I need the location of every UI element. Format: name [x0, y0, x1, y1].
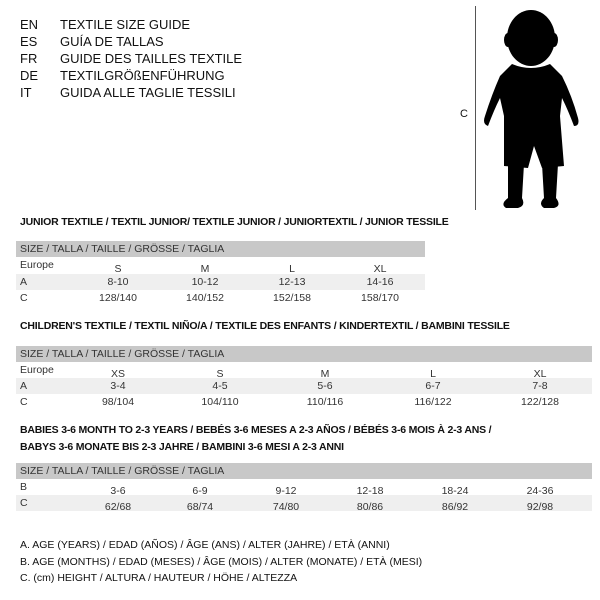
lang-title: TEXTILGRÖßENFÜHRUNG [60, 68, 225, 83]
table-cell: 24-36 [526, 485, 554, 497]
table-cell: 10-12 [191, 276, 219, 288]
table-cell: 3-4 [110, 380, 126, 392]
title-it: IT GUIDA ALLE TAGLIE TESSILI [20, 84, 236, 101]
title-es: ES GUÍA DE TALLAS [20, 33, 164, 50]
table-cell: 80/86 [356, 501, 384, 513]
lang-code: IT [20, 85, 32, 100]
table-cell: S [114, 263, 122, 275]
title-en: EN TEXTILE SIZE GUIDE [20, 16, 190, 33]
table-cell: M [200, 263, 210, 275]
babies-table-title-line2: BABYS 3-6 MONATE BIS 2-3 JAHRE / BAMBINI… [20, 441, 344, 453]
table-cell: XS [110, 368, 126, 380]
lang-code: EN [20, 17, 39, 32]
table-cell: L [289, 263, 295, 275]
table-cell: L [430, 368, 436, 380]
legend-b: B. AGE (MONTHS) / EDAD (MESES) / ÂGE (MO… [20, 556, 423, 568]
table-cell: 140/152 [186, 292, 224, 304]
table-cell: 92/98 [526, 501, 554, 513]
table-cell: 12-18 [356, 485, 384, 497]
row-label: Europe [20, 259, 54, 271]
table-row: C 98/104 104/110 110/116 116/122 122/128 [16, 394, 592, 410]
table-cell: 6-7 [425, 380, 441, 392]
table-cell: 152/158 [273, 292, 311, 304]
table-cell: 4-5 [212, 380, 228, 392]
table-cell: 9-12 [275, 485, 297, 497]
legend-c: C. (cm) HEIGHT / ALTURA / HAUTEUR / HÖHE… [20, 572, 298, 584]
row-label: Europe [20, 364, 54, 376]
height-line [475, 6, 476, 210]
row-label: C [20, 396, 28, 408]
table-row: Europe S M L XL [16, 257, 425, 275]
table-cell: S [216, 368, 224, 380]
table-cell: 18-24 [441, 485, 469, 497]
size-header-bar: SIZE / TALLA / TAILLE / GRÖSSE / TAGLIA [16, 241, 425, 257]
junior-table-title: JUNIOR TEXTILE / TEXTIL JUNIOR/ TEXTILE … [20, 216, 449, 228]
table-cell: 7-8 [532, 380, 548, 392]
table-cell: 5-6 [317, 380, 333, 392]
table-cell: 68/74 [186, 501, 214, 513]
table-cell: 116/122 [414, 396, 452, 408]
child-silhouette-icon [484, 10, 579, 208]
title-de: DE TEXTILGRÖßENFÜHRUNG [20, 67, 225, 84]
table-cell: 62/68 [104, 501, 132, 513]
table-cell: M [320, 368, 330, 380]
title-fr: FR GUIDE DES TAILLES TEXTILE [20, 50, 242, 67]
table-cell: 86/92 [441, 501, 469, 513]
table-cell: 74/80 [272, 501, 300, 513]
lang-code: FR [20, 51, 38, 66]
table-cell: XL [533, 368, 547, 380]
table-row: A 3-4 4-5 5-6 6-7 7-8 [16, 378, 592, 394]
babies-table-title: BABIES 3-6 MONTH TO 2-3 YEARS / BEBÉS 3-… [20, 424, 492, 436]
table-cell: 122/128 [521, 396, 559, 408]
table-cell: 3-6 [110, 485, 126, 497]
row-label: B [20, 481, 28, 493]
table-row: C 128/140 140/152 152/158 158/170 [16, 290, 425, 306]
lang-title: TEXTILE SIZE GUIDE [60, 17, 191, 32]
table-cell: 110/116 [306, 396, 344, 408]
table-cell: 6-9 [192, 485, 208, 497]
legend-a: A. AGE (YEARS) / EDAD (AÑOS) / ÂGE (ANS)… [20, 539, 390, 551]
table-row: C 62/68 68/74 74/80 80/86 86/92 92/98 [16, 495, 592, 513]
children-table-title: CHILDREN'S TEXTILE / TEXTIL NIÑO/A / TEX… [20, 320, 510, 332]
lang-code: DE [20, 68, 39, 83]
row-label: C [20, 497, 28, 509]
table-cell: XL [373, 263, 387, 275]
size-header-bar: SIZE / TALLA / TAILLE / GRÖSSE / TAGLIA [16, 463, 592, 479]
table-cell: 12-13 [278, 276, 306, 288]
lang-title: GUIDA ALLE TAGLIE TESSILI [60, 85, 236, 100]
row-label: A [20, 276, 28, 288]
height-label: C [460, 108, 468, 120]
table-cell: 98/104 [101, 396, 135, 408]
lang-title: GUÍA DE TALLAS [60, 34, 164, 49]
table-row: Europe XS S M L XL [16, 362, 592, 380]
table-cell: 128/140 [99, 292, 137, 304]
lang-code: ES [20, 34, 38, 49]
lang-title: GUIDE DES TAILLES TEXTILE [60, 51, 243, 66]
table-cell: 104/110 [201, 396, 239, 408]
table-row: A 8-10 10-12 12-13 14-16 [16, 274, 425, 290]
table-cell: 158/170 [361, 292, 399, 304]
table-cell: 8-10 [107, 276, 129, 288]
row-label: A [20, 380, 28, 392]
size-header-bar: SIZE / TALLA / TAILLE / GRÖSSE / TAGLIA [16, 346, 592, 362]
row-label: C [20, 292, 28, 304]
table-row: B 3-6 6-9 9-12 12-18 18-24 24-36 [16, 479, 592, 497]
table-cell: 14-16 [366, 276, 394, 288]
